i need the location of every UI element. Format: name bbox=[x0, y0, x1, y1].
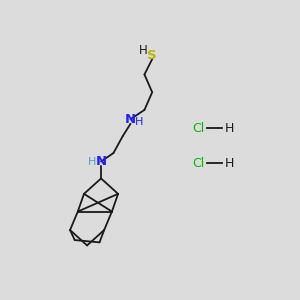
Text: N: N bbox=[125, 113, 136, 126]
Text: H: H bbox=[88, 157, 97, 167]
Text: H: H bbox=[135, 117, 143, 127]
Text: S: S bbox=[147, 49, 157, 62]
Text: H: H bbox=[225, 157, 234, 169]
Text: H: H bbox=[225, 122, 234, 135]
Text: N: N bbox=[95, 155, 106, 168]
Text: Cl: Cl bbox=[193, 157, 205, 169]
Text: H: H bbox=[139, 44, 147, 57]
Text: Cl: Cl bbox=[193, 122, 205, 135]
